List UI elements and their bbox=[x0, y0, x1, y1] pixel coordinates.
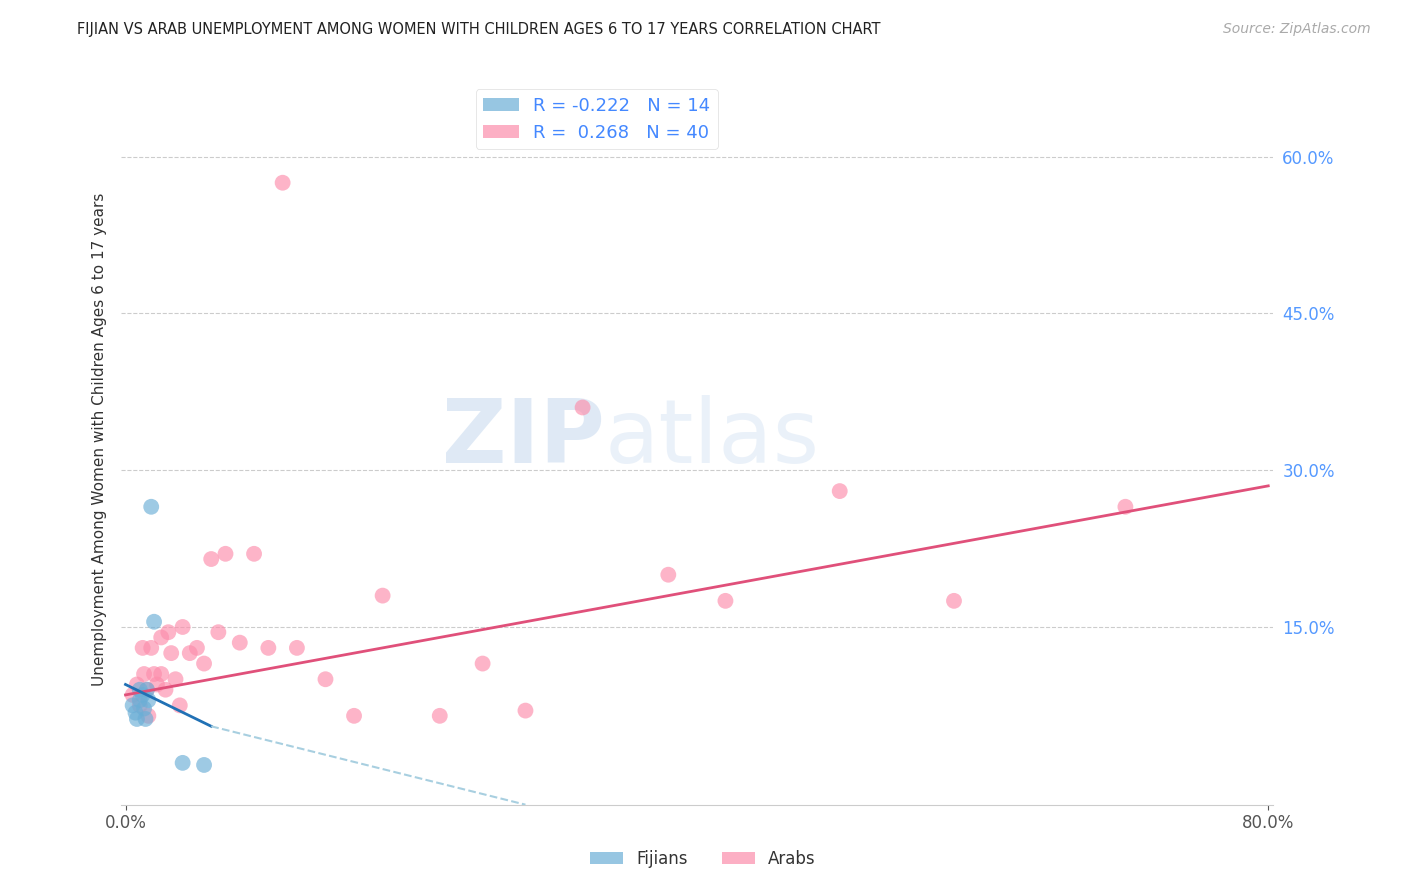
Point bbox=[271, 176, 294, 190]
Point bbox=[150, 631, 173, 645]
Point bbox=[179, 646, 201, 660]
Point bbox=[157, 625, 180, 640]
Point bbox=[257, 640, 280, 655]
Point bbox=[121, 688, 143, 702]
Y-axis label: Unemployment Among Women with Children Ages 6 to 17 years: Unemployment Among Women with Children A… bbox=[93, 192, 107, 686]
Point bbox=[121, 698, 143, 713]
Point bbox=[200, 552, 222, 566]
Text: FIJIAN VS ARAB UNEMPLOYMENT AMONG WOMEN WITH CHILDREN AGES 6 TO 17 YEARS CORRELA: FIJIAN VS ARAB UNEMPLOYMENT AMONG WOMEN … bbox=[77, 22, 880, 37]
Point bbox=[141, 640, 163, 655]
Point bbox=[285, 640, 308, 655]
Point bbox=[172, 756, 194, 770]
Point bbox=[136, 682, 159, 697]
Point bbox=[143, 615, 166, 629]
Point bbox=[150, 667, 173, 681]
Point bbox=[131, 688, 153, 702]
Text: Source: ZipAtlas.com: Source: ZipAtlas.com bbox=[1223, 22, 1371, 37]
Point bbox=[314, 672, 336, 686]
Point bbox=[828, 484, 851, 499]
Point bbox=[571, 401, 593, 415]
Point bbox=[429, 708, 451, 723]
Point bbox=[172, 620, 194, 634]
Point bbox=[657, 567, 679, 582]
Point bbox=[141, 500, 163, 514]
Point bbox=[165, 672, 187, 686]
Point bbox=[143, 667, 166, 681]
Point bbox=[714, 594, 737, 608]
Point bbox=[1114, 500, 1136, 514]
Point bbox=[193, 657, 215, 671]
Point bbox=[155, 682, 177, 697]
Point bbox=[146, 677, 169, 691]
Point bbox=[193, 758, 215, 772]
Point bbox=[186, 640, 208, 655]
Point bbox=[169, 698, 191, 713]
Point bbox=[128, 698, 150, 713]
Point bbox=[343, 708, 366, 723]
Legend: R = -0.222   N = 14, R =  0.268   N = 40: R = -0.222 N = 14, R = 0.268 N = 40 bbox=[475, 89, 718, 149]
Point bbox=[128, 682, 150, 697]
Point bbox=[132, 667, 155, 681]
Point bbox=[138, 693, 160, 707]
Point bbox=[207, 625, 229, 640]
Text: ZIP: ZIP bbox=[441, 395, 605, 483]
Point bbox=[229, 635, 252, 649]
Point bbox=[125, 712, 148, 726]
Point bbox=[136, 682, 159, 697]
Legend: Fijians, Arabs: Fijians, Arabs bbox=[583, 844, 823, 875]
Point bbox=[132, 701, 155, 715]
Point bbox=[160, 646, 183, 660]
Point bbox=[134, 712, 156, 726]
Point bbox=[243, 547, 266, 561]
Point bbox=[131, 640, 153, 655]
Point bbox=[515, 704, 537, 718]
Point bbox=[128, 693, 150, 707]
Point bbox=[125, 677, 148, 691]
Point bbox=[124, 706, 146, 720]
Point bbox=[371, 589, 394, 603]
Point bbox=[943, 594, 966, 608]
Text: atlas: atlas bbox=[605, 395, 820, 483]
Point bbox=[138, 708, 160, 723]
Point bbox=[471, 657, 494, 671]
Point bbox=[214, 547, 236, 561]
